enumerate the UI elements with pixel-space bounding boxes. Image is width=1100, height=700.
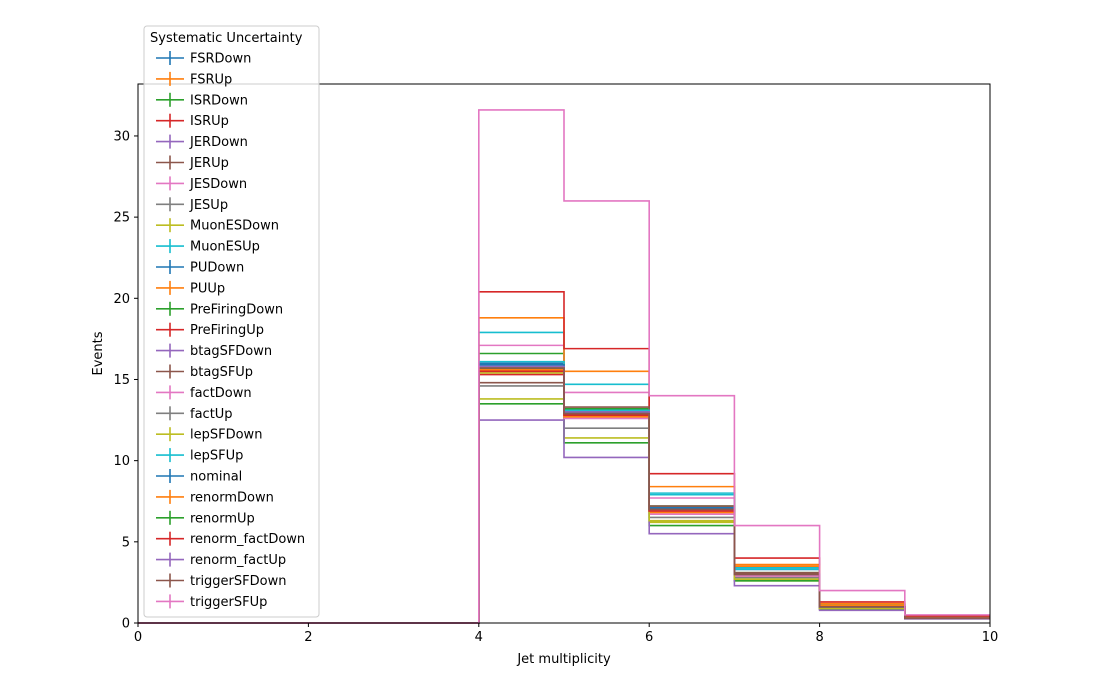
legend-label: MuonESDown [190,219,279,234]
y-tick-label: 10 [113,454,130,469]
legend-item-ISRDown: ISRDown [156,92,248,108]
legend: Systematic Uncertainty FSRDown FSRUp ISRDo… [143,25,320,618]
legend-label: ISRUp [190,114,229,129]
y-axis: 0 5 10 15 20 25 30 [113,129,138,632]
y-tick-label: 5 [122,535,130,550]
legend-item-renormDown: renormDown [156,489,274,505]
x-axis: 0 2 4 6 8 10 [134,623,998,645]
x-tick-label: 4 [475,630,483,645]
legend-item-JERUp: JERUp [156,155,229,171]
legend-label: JERDown [189,135,248,150]
x-tick-label: 8 [815,630,823,645]
legend-item-lepSFDown: lepSFDown [156,427,262,443]
legend-label: MuonESUp [190,240,260,255]
legend-label: FSRDown [190,52,251,67]
legend-item-PUDown: PUDown [156,260,244,276]
legend-item-JESUp: JESUp [156,197,228,213]
legend-label: renormUp [190,511,255,526]
legend-item-ISRUp: ISRUp [156,113,229,129]
legend-label: JERUp [189,156,229,171]
x-tick-label: 0 [134,630,142,645]
legend-title: Systematic Uncertainty [150,31,303,46]
legend-label: PreFiringUp [190,323,264,338]
legend-label: PUUp [190,281,225,296]
legend-item-PreFiringDown: PreFiringDown [156,301,283,317]
legend-item-renormUp: renormUp [156,510,255,526]
legend-label: triggerSFDown [190,574,286,589]
y-axis-label: Events [91,331,106,375]
legend-label: PUDown [190,261,244,276]
legend-item-btagSFDown: btagSFDown [156,343,272,359]
x-tick-label: 10 [982,630,999,645]
legend-item-FSRDown: FSRDown [156,51,251,67]
legend-item-PUUp: PUUp [156,280,225,296]
legend-label: JESUp [189,198,228,213]
legend-label: factDown [190,386,252,401]
legend-label: ISRDown [190,93,248,108]
legend-label: PreFiringDown [190,302,283,317]
legend-item-MuonESUp: MuonESUp [156,239,260,255]
legend-label: renorm_factUp [190,553,286,568]
legend-label: lepSFUp [190,449,243,464]
legend-item-factDown: factDown [156,385,252,401]
legend-label: btagSFDown [190,344,272,359]
legend-items: FSRDown FSRUp ISRDown ISRUp JERDown JERUp JESD… [156,51,305,610]
legend-item-triggerSFDown: triggerSFDown [156,573,286,589]
legend-item-JERDown: JERDown [156,134,248,150]
legend-label: factUp [190,407,233,422]
x-tick-label: 2 [304,630,312,645]
legend-item-renorm_factDown: renorm_factDown [156,531,305,547]
legend-item-renorm_factUp: renorm_factUp [156,552,286,568]
legend-label: btagSFUp [190,365,253,380]
legend-item-PreFiringUp: PreFiringUp [156,322,264,338]
legend-label: lepSFDown [190,428,262,443]
legend-item-lepSFUp: lepSFUp [156,448,243,464]
legend-label: FSRUp [190,72,232,87]
legend-item-triggerSFUp: triggerSFUp [156,594,267,610]
plot-frame [137,83,991,624]
legend-item-MuonESDown: MuonESDown [156,218,279,234]
legend-label: renorm_factDown [190,532,305,547]
legend-label: nominal [190,470,242,485]
x-tick-label: 6 [645,630,653,645]
legend-label: renormDown [190,490,274,505]
legend-label: JESDown [189,177,247,192]
y-tick-label: 15 [113,373,130,388]
legend-item-FSRUp: FSRUp [156,71,232,87]
y-tick-label: 0 [122,617,130,632]
legend-label: triggerSFUp [190,595,267,610]
legend-item-JESDown: JESDown [156,176,247,192]
y-tick-label: 25 [113,211,130,226]
legend-box [143,25,320,618]
legend-item-nominal: nominal [156,469,242,485]
y-tick-label: 20 [113,292,130,307]
legend-item-btagSFUp: btagSFUp [156,364,253,380]
y-tick-label: 30 [113,129,130,144]
legend-item-factUp: factUp [156,406,233,422]
x-axis-label: Jet multiplicity [516,652,611,667]
